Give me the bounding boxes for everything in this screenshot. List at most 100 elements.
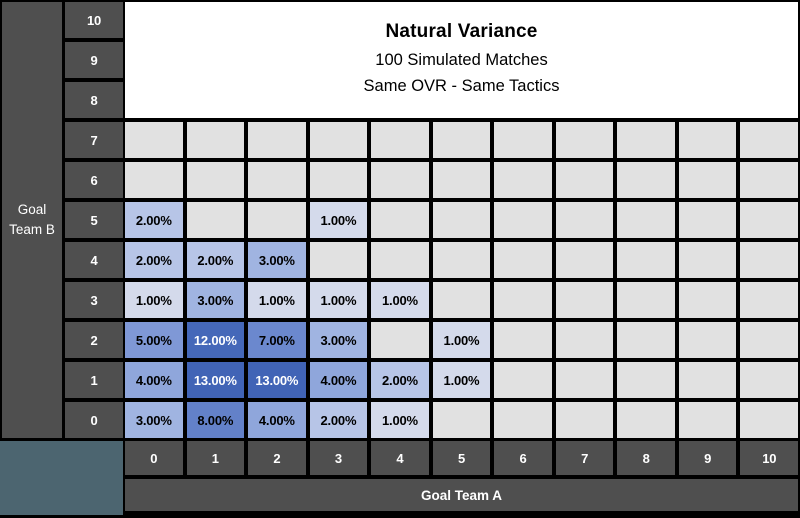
cell-b0-a6: [494, 402, 552, 438]
cell-b3-a1: 3.00%: [186, 282, 245, 318]
cell-b5-a4: [371, 202, 429, 238]
cell-b1-a5: 1.00%: [432, 362, 491, 398]
cell-b1-a2: 13.00%: [248, 362, 306, 398]
cell-b0-a2: 4.00%: [248, 402, 306, 438]
cell-b0-a5: [432, 402, 491, 438]
cell-b3-a9: [678, 282, 737, 318]
x-tick-2: 2: [248, 441, 306, 475]
chart-subtitle-1: 100 Simulated Matches: [375, 51, 548, 69]
x-axis-ticks: 0 1 2 3 4 5 6 7 8 9 10: [125, 441, 798, 475]
cell-b4-a7: [555, 242, 614, 278]
cell-b4-a0: 2.00%: [125, 242, 183, 278]
cell-b6-a9: [678, 162, 737, 198]
cell-b7-a5: [432, 122, 491, 158]
x-axis-title: Goal Team A: [125, 479, 798, 511]
cell-b7-a8: [617, 122, 675, 158]
x-tick-7: 7: [555, 441, 614, 475]
cell-b7-a10: [740, 122, 798, 158]
x-tick-10: 10: [740, 441, 798, 475]
cell-b5-a8: [617, 202, 675, 238]
cell-b0-a3: 2.00%: [309, 402, 368, 438]
cell-b0-a9: [678, 402, 737, 438]
cell-b5-a9: [678, 202, 737, 238]
cell-b2-a8: [617, 322, 675, 358]
cell-b4-a9: [678, 242, 737, 278]
cell-b5-a3: 1.00%: [309, 202, 368, 238]
cell-b2-a3: 3.00%: [309, 322, 368, 358]
x-tick-1: 1: [186, 441, 245, 475]
y-axis-ticks: 10 9 8 7 6 5 4 3 2 1 0: [65, 2, 123, 438]
y-tick-6: 6: [65, 162, 123, 198]
cell-b1-a9: [678, 362, 737, 398]
cell-b2-a6: [494, 322, 552, 358]
chart-title-block: Natural Variance 100 Simulated Matches S…: [125, 2, 798, 118]
cell-b3-a6: [494, 282, 552, 318]
cell-b2-a9: [678, 322, 737, 358]
x-tick-3: 3: [309, 441, 368, 475]
x-tick-6: 6: [494, 441, 552, 475]
cell-b0-a4: 1.00%: [371, 402, 429, 438]
cell-b0-a1: 8.00%: [186, 402, 245, 438]
y-tick-3: 3: [65, 282, 123, 318]
cell-b2-a2: 7.00%: [248, 322, 306, 358]
cell-b4-a6: [494, 242, 552, 278]
cell-b5-a2: [248, 202, 306, 238]
cell-b5-a1: [186, 202, 245, 238]
cell-b0-a8: [617, 402, 675, 438]
y-tick-0: 0: [65, 402, 123, 438]
cell-b2-a10: [740, 322, 798, 358]
cell-b6-a1: [186, 162, 245, 198]
x-tick-5: 5: [432, 441, 491, 475]
x-tick-8: 8: [617, 441, 675, 475]
cell-b6-a5: [432, 162, 491, 198]
x-tick-4: 4: [371, 441, 429, 475]
y-tick-5: 5: [65, 202, 123, 238]
cell-b2-a5: 1.00%: [432, 322, 491, 358]
cell-b6-a6: [494, 162, 552, 198]
cell-b4-a8: [617, 242, 675, 278]
cell-b0-a0: 3.00%: [125, 402, 183, 438]
chart-subtitle-2: Same OVR - Same Tactics: [363, 77, 560, 95]
cell-b6-a0: [125, 162, 183, 198]
cell-b1-a3: 4.00%: [309, 362, 368, 398]
x-tick-0: 0: [125, 441, 183, 475]
cell-b6-a7: [555, 162, 614, 198]
corner-spacer: [0, 441, 123, 515]
y-tick-2: 2: [65, 322, 123, 358]
cell-b2-a4: [371, 322, 429, 358]
cell-b1-a0: 4.00%: [125, 362, 183, 398]
cell-b5-a0: 2.00%: [125, 202, 183, 238]
cell-b7-a3: [309, 122, 368, 158]
y-tick-9: 9: [65, 42, 123, 78]
cell-b6-a10: [740, 162, 798, 198]
cell-b4-a5: [432, 242, 491, 278]
y-tick-1: 1: [65, 362, 123, 398]
cell-b7-a9: [678, 122, 737, 158]
y-tick-4: 4: [65, 242, 123, 278]
y-tick-7: 7: [65, 122, 123, 158]
cell-b5-a5: [432, 202, 491, 238]
cell-b7-a4: [371, 122, 429, 158]
cell-b2-a7: [555, 322, 614, 358]
cell-b4-a4: [371, 242, 429, 278]
x-tick-9: 9: [678, 441, 737, 475]
cell-b6-a4: [371, 162, 429, 198]
cell-b7-a0: [125, 122, 183, 158]
heatmap-grid: Natural Variance 100 Simulated Matches S…: [125, 2, 798, 438]
cell-b4-a3: [309, 242, 368, 278]
cell-b1-a1: 13.00%: [186, 362, 245, 398]
cell-b4-a2: 3.00%: [248, 242, 306, 278]
chart-title: Natural Variance: [385, 21, 538, 42]
cell-b3-a2: 1.00%: [248, 282, 306, 318]
cell-b1-a7: [555, 362, 614, 398]
cell-b7-a2: [248, 122, 306, 158]
cell-b1-a4: 2.00%: [371, 362, 429, 398]
y-tick-8: 8: [65, 82, 123, 118]
cell-b4-a10: [740, 242, 798, 278]
cell-b6-a3: [309, 162, 368, 198]
cell-b2-a0: 5.00%: [125, 322, 183, 358]
cell-b7-a7: [555, 122, 614, 158]
cell-b5-a6: [494, 202, 552, 238]
cell-b3-a3: 1.00%: [309, 282, 368, 318]
